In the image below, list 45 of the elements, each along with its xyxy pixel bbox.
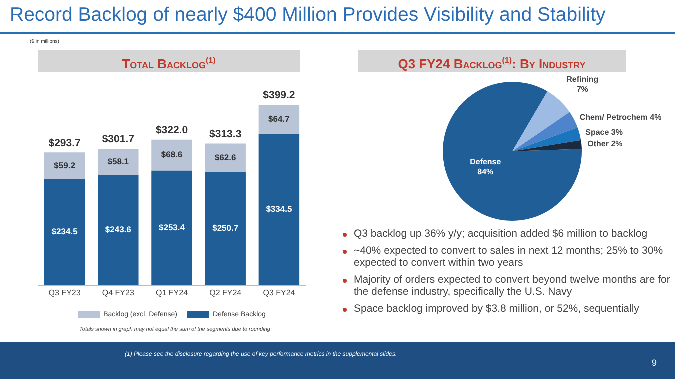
x-tick-label: Q3 FY23 (48, 288, 82, 298)
data-label: $243.6 (105, 224, 132, 235)
total-label: $322.0 (156, 124, 188, 136)
data-label: 7% (576, 84, 588, 94)
data-label: $58.1 (108, 156, 130, 167)
text: ~40% expected to convert to sales in next 12 months; 25% to 30% expected to convert within two years (354, 244, 664, 270)
slice-label: Defense (470, 158, 502, 167)
bar (152, 140, 192, 171)
text: Space backlog improved by $3.8 million, or 52%, sequentially (354, 302, 640, 315)
total-label: $301.7 (102, 134, 135, 146)
data-label: $234.5 (52, 226, 78, 237)
data-label: $68.6 (161, 150, 183, 160)
x-tick-label: Q4 FY23 (102, 288, 135, 298)
x-tick-label: Q3 FY24 (263, 288, 296, 298)
bar (205, 144, 246, 172)
slice-label: Space 3% (586, 128, 623, 138)
bar (258, 104, 300, 134)
total-label: $313.3 (210, 128, 242, 140)
text: 9 (652, 358, 658, 368)
data-label: $59.2 (54, 160, 76, 170)
total-label: $293.7 (48, 137, 82, 150)
x-tick-label: Q1 FY24 (156, 288, 189, 298)
text: Majority of orders expected to convert beyond twelve months are for the defense industry, specifically the U.S. Navy (354, 274, 672, 298)
chart-title: Q3 FY24 Backlog$^{(1)}$: By Industry (358, 50, 626, 72)
data-label: $334.5 (266, 204, 292, 214)
total-label: $399.2 (263, 90, 296, 102)
data-label: $253.4 (159, 222, 186, 232)
data-label: $250.7 (212, 223, 239, 234)
slice-label: Refining (566, 74, 599, 84)
bar (44, 152, 86, 180)
text: Q3 backlog up 36% y/y; acquisition added $6 million to backlog (354, 228, 649, 240)
bar (98, 149, 139, 176)
chart-title: Total Backlog$^{(1)}$ (38, 50, 300, 72)
bar (152, 170, 192, 286)
bar (205, 172, 246, 286)
data-label: $62.6 (214, 152, 237, 162)
x-tick-label: Q2 FY24 (210, 288, 242, 298)
slice-label: Chem/ Petrochem 4% (580, 113, 662, 122)
data-label: 84% (478, 168, 494, 177)
text: Record Backlog of nearly $400 Million Provides Visibility and Stability (10, 4, 606, 27)
bar (98, 175, 139, 286)
bar (258, 134, 300, 286)
bar (44, 179, 86, 286)
data-label: $64.7 (268, 114, 290, 124)
slice-label: Other 2% (588, 140, 623, 149)
